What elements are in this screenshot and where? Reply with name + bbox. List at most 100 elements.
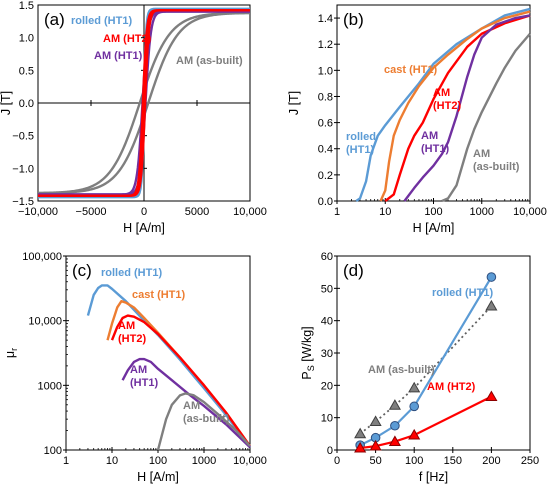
x-tick-label: 250: [521, 455, 539, 467]
x-tick-label: 1000: [192, 455, 216, 467]
y-axis-label: μr: [3, 348, 19, 358]
x-tick-label: 200: [482, 455, 500, 467]
data-point: [485, 390, 498, 402]
y-tick-label: 1000: [38, 380, 62, 392]
series-label: AM: [130, 364, 147, 376]
x-axis-label: f [Hz]: [419, 470, 448, 484]
x-tick-label: 100: [405, 455, 423, 467]
data-point: [388, 435, 401, 446]
y-tick-label: 10,000: [28, 316, 62, 328]
series-label: cast (HT1): [384, 64, 438, 76]
permeability-curve: [110, 314, 251, 447]
y-tick-label: −1.5: [12, 196, 34, 208]
y-tick-label: 0: [327, 445, 333, 457]
y-tick-label: 0.8: [318, 91, 333, 103]
loss-line: [359, 276, 493, 447]
y-tick-label: 1.5: [19, 0, 34, 12]
y-tick-label: 1.4: [318, 13, 333, 25]
x-tick-label: 100: [424, 206, 442, 218]
x-tick-label: 10: [106, 455, 118, 467]
permeability-curve: [156, 392, 251, 451]
x-tick-label: 10: [379, 206, 391, 218]
y-tick-label: 1.2: [318, 39, 333, 51]
y-axis-label-main: μ: [3, 351, 17, 358]
series-label: AM (HT2): [103, 33, 152, 45]
series-label: (HT1): [421, 143, 449, 155]
y-tick-label: 1.0: [19, 33, 34, 45]
y-tick-label: 10: [321, 413, 333, 425]
series-label: (as-built): [473, 161, 520, 173]
y-axis-label-sub: S: [306, 365, 316, 371]
y-axis-label: J [T]: [287, 91, 301, 115]
loss-line: [360, 395, 492, 450]
series-label: AM: [183, 400, 200, 412]
data-point: [390, 420, 400, 431]
x-tick-label: 0: [334, 455, 340, 467]
magnetization-curve: [384, 14, 531, 202]
x-tick-label: 5000: [185, 206, 209, 218]
series-label: (HT1): [130, 377, 158, 389]
y-tick-label: 100: [44, 445, 62, 457]
panel-label: (a): [44, 10, 65, 29]
x-tick-label: 10,000: [233, 206, 267, 218]
data-point: [486, 272, 497, 282]
y-axis-label-main: J [T]: [287, 91, 301, 115]
y-tick-label: 0.2: [318, 170, 333, 182]
y-axis-label-main: J [T]: [0, 91, 13, 115]
data-point: [408, 381, 421, 393]
series-label: cast (HT1): [132, 289, 186, 301]
y-tick-label: 100,000: [22, 251, 62, 263]
series-label: rolled (HT1): [432, 287, 493, 299]
panel-label: (c): [72, 261, 92, 280]
data-point: [369, 439, 382, 451]
x-tick-label: 1: [334, 206, 340, 218]
x-tick-label: −5000: [76, 206, 107, 218]
plot-frame: [336, 255, 531, 451]
x-tick-label: 50: [369, 455, 381, 467]
series-label: (HT2): [433, 100, 461, 112]
series-label: rolled: [346, 131, 376, 143]
y-tick-label: 60: [321, 251, 333, 263]
magnetization-curve: [403, 14, 531, 202]
series-label: AM: [473, 148, 490, 160]
x-axis-label: H [A/m]: [413, 221, 455, 235]
x-tick-label: 150: [444, 455, 462, 467]
hysteresis-loop: [38, 9, 250, 197]
y-axis-label: J [T]: [0, 91, 13, 115]
x-tick-label: 1000: [470, 206, 494, 218]
series-label: rolled (HT1): [101, 267, 162, 279]
y-tick-label: 20: [321, 380, 333, 392]
y-tick-label: 0.6: [318, 118, 333, 130]
data-point: [388, 399, 401, 410]
x-axis-label: H [A/m]: [137, 470, 179, 484]
x-tick-label: 10,000: [513, 206, 547, 218]
y-tick-label: 0.0: [318, 196, 333, 208]
y-axis-label-sub: r: [9, 348, 19, 351]
series-label: AM: [118, 320, 135, 332]
y-tick-label: 1.0: [318, 65, 333, 77]
y-tick-label: 0.0: [19, 98, 34, 110]
panel-label: (d): [343, 261, 364, 280]
data-point: [369, 415, 382, 426]
data-point: [354, 441, 367, 453]
x-tick-label: 0: [141, 206, 147, 218]
y-tick-label: 0.5: [19, 65, 34, 77]
y-axis-label-main: P: [300, 371, 314, 379]
data-point: [485, 299, 498, 311]
y-tick-label: −1.0: [12, 163, 34, 175]
series-label: (as-built): [183, 413, 230, 425]
x-axis-label: H [A/m]: [123, 221, 165, 235]
magnetization-curve: [379, 10, 531, 202]
data-point: [408, 428, 421, 440]
series-label: rolled (HT1): [71, 15, 132, 27]
panel-label: (b): [343, 10, 364, 29]
x-tick-label: 10,000: [233, 455, 267, 467]
permeability-curve: [121, 357, 251, 449]
y-tick-label: 30: [321, 348, 333, 360]
x-tick-label: 100: [149, 455, 167, 467]
series-label: AM: [433, 87, 450, 99]
series-label: (HT1): [346, 144, 374, 156]
series-label: AM (as-built): [176, 55, 243, 67]
x-tick-label: −10,000: [18, 206, 58, 218]
